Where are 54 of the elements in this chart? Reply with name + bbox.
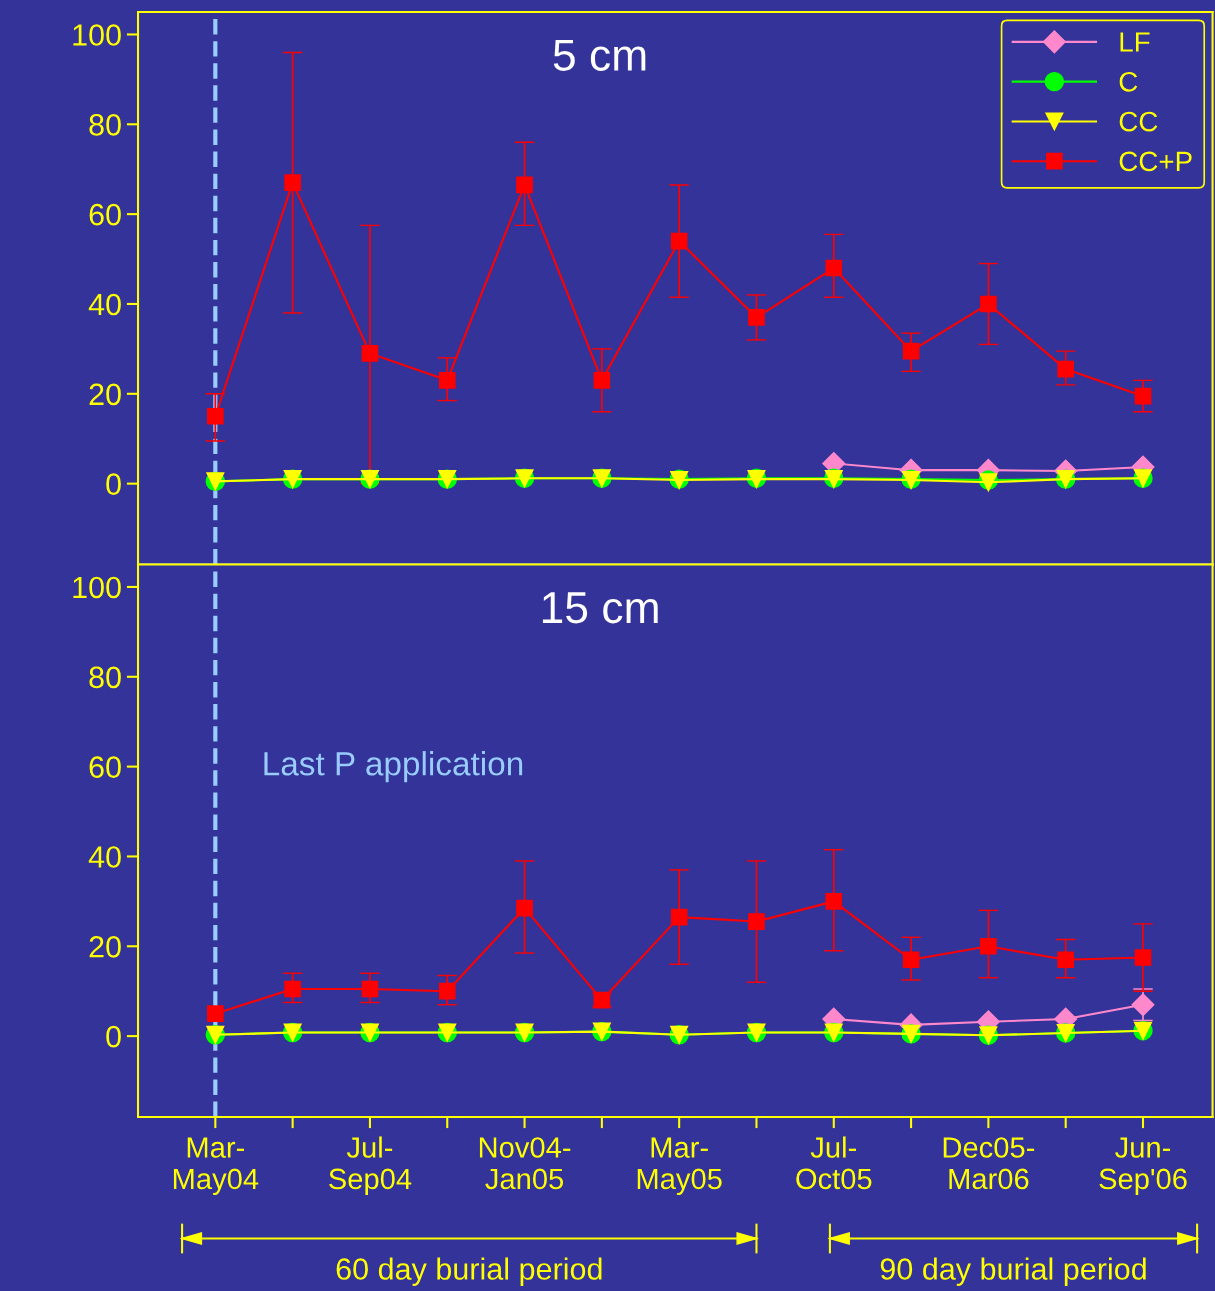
point: [516, 899, 533, 917]
y-tick-label: 60: [89, 756, 121, 778]
legend-label: LF: [1120, 32, 1150, 52]
x-tick-label: Dec05- Mar06: [943, 1137, 1035, 1190]
point: [748, 309, 765, 326]
y-tick-label: 40: [88, 293, 121, 316]
point: [980, 937, 997, 955]
point: [902, 342, 920, 360]
point: [206, 407, 224, 425]
point: [825, 259, 843, 277]
ref-line-label: Last P application: [264, 751, 523, 783]
text: 90 day burial period: [880, 1257, 1146, 1286]
legend-label: CC: [1119, 111, 1158, 132]
point: [284, 980, 301, 998]
point: [748, 913, 765, 930]
y-tick-label: 80: [89, 666, 121, 689]
y-tick-label: 100: [73, 576, 121, 599]
chart-title: 15 cm: [542, 592, 658, 624]
point: [206, 1005, 224, 1022]
y-tick-label: 40: [88, 846, 121, 868]
y-tick-label: 0: [106, 473, 121, 496]
point: [670, 908, 688, 926]
legend-label: C: [1119, 71, 1138, 92]
y-tick-label: 80: [89, 114, 121, 136]
point: [825, 893, 843, 910]
y-tick-label: 0: [106, 1025, 121, 1048]
point: [361, 345, 379, 362]
point: [438, 982, 456, 1000]
point: [1057, 360, 1075, 378]
y-tick-label: 100: [73, 24, 121, 46]
point: [284, 174, 301, 192]
point: [361, 980, 379, 998]
point: [438, 371, 456, 389]
point: [593, 371, 611, 389]
x-tick-label: Jul- Oct05: [796, 1136, 872, 1190]
point: [1057, 951, 1075, 969]
x-tick-label: Nov04- Jan05: [479, 1137, 571, 1190]
point: [1134, 387, 1152, 405]
text: 60 day burial period: [336, 1257, 602, 1286]
point: [980, 295, 997, 313]
point: [516, 176, 533, 194]
point: [670, 232, 688, 250]
x-tick-label: Mar- May05: [637, 1137, 722, 1196]
x-tick-label: Jul- Sep04: [329, 1136, 412, 1196]
point: [902, 951, 920, 969]
legend-label: CC+P: [1119, 151, 1192, 172]
point: [1131, 993, 1155, 1017]
chart-title: 5 cm: [553, 39, 646, 71]
x-tick-label: Jun- Sep'06: [1099, 1137, 1187, 1196]
x-tick-label: Mar- May04: [173, 1137, 259, 1196]
y-tick-label: 20: [89, 383, 121, 406]
point: [1134, 949, 1152, 966]
y-tick-label: 20: [89, 936, 121, 958]
y-tick-label: 60: [89, 203, 121, 226]
